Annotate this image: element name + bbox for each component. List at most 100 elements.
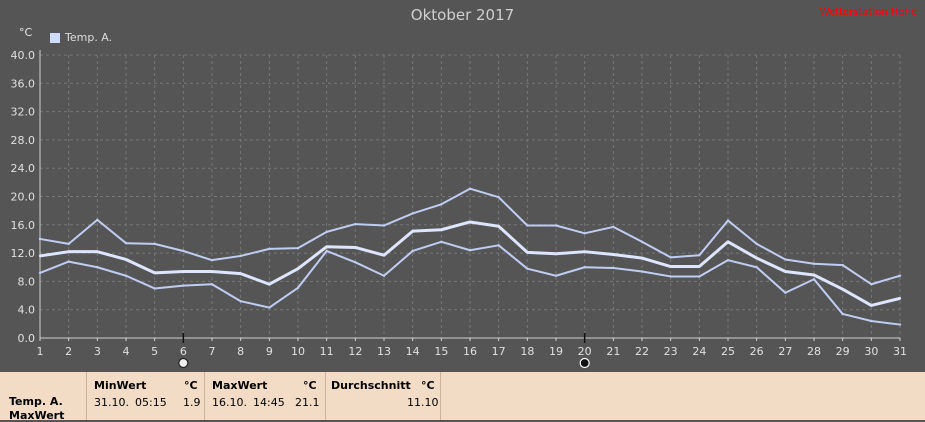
data-point-max <box>38 237 42 241</box>
data-point-min <box>468 249 472 252</box>
data-point-max <box>612 225 615 229</box>
y-tick-label: 20.0 <box>11 191 36 204</box>
stats-max-header: MaxWert <box>212 379 268 392</box>
data-point-avg <box>468 220 472 224</box>
chart-title: Oktober 2017 <box>410 6 515 24</box>
data-point-avg <box>669 265 672 268</box>
data-point-max <box>669 256 672 259</box>
y-tick-label: 12.0 <box>11 247 36 260</box>
data-point-avg <box>583 250 586 253</box>
legend-swatch <box>50 32 60 43</box>
stats-min-value: 1.9 <box>183 396 201 409</box>
data-point-avg <box>640 256 644 260</box>
data-point-avg <box>755 256 758 260</box>
data-point-min <box>182 284 185 287</box>
data-point-max <box>726 219 730 222</box>
x-tick-label: 4 <box>123 345 130 358</box>
legend: Temp. A. <box>50 31 112 44</box>
data-point-avg <box>239 272 242 275</box>
data-point-avg <box>382 254 386 257</box>
data-point-min <box>870 319 873 323</box>
x-tick-label: 31 <box>893 345 907 358</box>
data-point-min <box>755 266 758 269</box>
data-point-max <box>239 254 242 258</box>
data-point-max <box>526 224 529 227</box>
data-point-max <box>898 274 902 277</box>
stats-min-time: 05:15 <box>135 396 167 409</box>
x-tick-label: 19 <box>549 345 563 358</box>
stats-avg-value: 11.10 <box>407 396 439 409</box>
data-point-min <box>96 266 99 269</box>
x-tick-label: 5 <box>151 345 158 358</box>
data-point-min <box>812 278 816 281</box>
chart-area: 0.0 4.0 8.0 12.0 16.0 20.0 24.0 28.0 32.0 36.0 40.… <box>10 6 917 369</box>
x-tick-label: 12 <box>348 345 362 358</box>
stats-max-time: 14:45 <box>253 396 285 409</box>
data-point-min <box>698 275 701 278</box>
stats-min-header: MinWert <box>94 379 147 392</box>
x-tick-label: 30 <box>864 345 878 358</box>
data-point-avg <box>67 250 70 253</box>
data-point-min <box>669 275 672 278</box>
x-tick-label: 2 <box>65 345 72 358</box>
x-tick-label: 1 <box>37 345 44 358</box>
data-point-min <box>583 266 586 269</box>
data-point-avg <box>812 273 816 277</box>
data-point-max <box>411 212 414 215</box>
data-point-avg <box>96 250 99 253</box>
data-point-max <box>497 196 500 199</box>
data-point-min <box>526 267 529 270</box>
data-point-max <box>698 254 701 257</box>
y-tick-label: 32.0 <box>11 106 36 119</box>
x-tick-label: 23 <box>664 345 678 358</box>
x-tick-label: 8 <box>237 345 244 358</box>
data-point-max <box>440 203 443 206</box>
full-moon-icon <box>178 357 189 369</box>
y-tick-label: 28.0 <box>11 134 36 147</box>
new-moon-icon <box>579 357 590 369</box>
data-point-min <box>354 261 357 264</box>
data-point-min <box>726 258 730 262</box>
data-point-min <box>612 266 615 270</box>
stats-max-date: 16.10. <box>212 396 247 409</box>
data-point-max <box>554 224 558 227</box>
data-point-avg <box>698 265 701 268</box>
data-point-avg <box>38 254 42 258</box>
data-point-max <box>268 247 271 251</box>
data-point-max <box>182 249 185 253</box>
data-point-max <box>870 283 873 286</box>
data-point-avg <box>841 287 844 291</box>
stats-max-cell: MaxWert °C 16.10. 14:45 21.1 <box>205 372 326 420</box>
data-point-min <box>784 291 787 294</box>
x-tick-label: 27 <box>778 345 792 358</box>
data-point-min <box>841 312 844 316</box>
data-point-max <box>640 240 644 243</box>
data-point-min <box>411 249 414 253</box>
data-point-max <box>96 218 99 222</box>
data-point-avg <box>411 229 414 233</box>
y-axis-unit: °C <box>19 26 33 39</box>
data-point-min <box>210 283 214 286</box>
stats-max-unit: °C <box>303 379 317 392</box>
stats-min-cell: MinWert °C 31.10. 05:15 1.9 <box>87 372 205 420</box>
data-point-max <box>153 242 156 246</box>
data-point-min <box>67 260 70 263</box>
stats-series-name: Temp. A. <box>9 395 63 408</box>
data-point-avg <box>210 270 214 273</box>
stats-min-unit: °C <box>184 379 198 392</box>
x-tick-label: 24 <box>692 345 706 358</box>
data-point-avg <box>526 251 529 254</box>
data-point-min <box>296 286 300 289</box>
data-point-max <box>784 258 787 261</box>
data-point-avg <box>182 270 185 273</box>
data-point-avg <box>497 225 500 228</box>
data-point-max <box>468 187 472 190</box>
x-tick-label: 16 <box>463 345 477 358</box>
data-point-avg <box>153 271 156 275</box>
data-point-min <box>898 323 902 326</box>
data-point-avg <box>124 258 128 261</box>
y-tick-label: 0.0 <box>18 332 36 345</box>
x-tick-label: 28 <box>807 345 821 358</box>
data-point-avg <box>440 228 443 231</box>
x-tick-label: 15 <box>434 345 448 358</box>
